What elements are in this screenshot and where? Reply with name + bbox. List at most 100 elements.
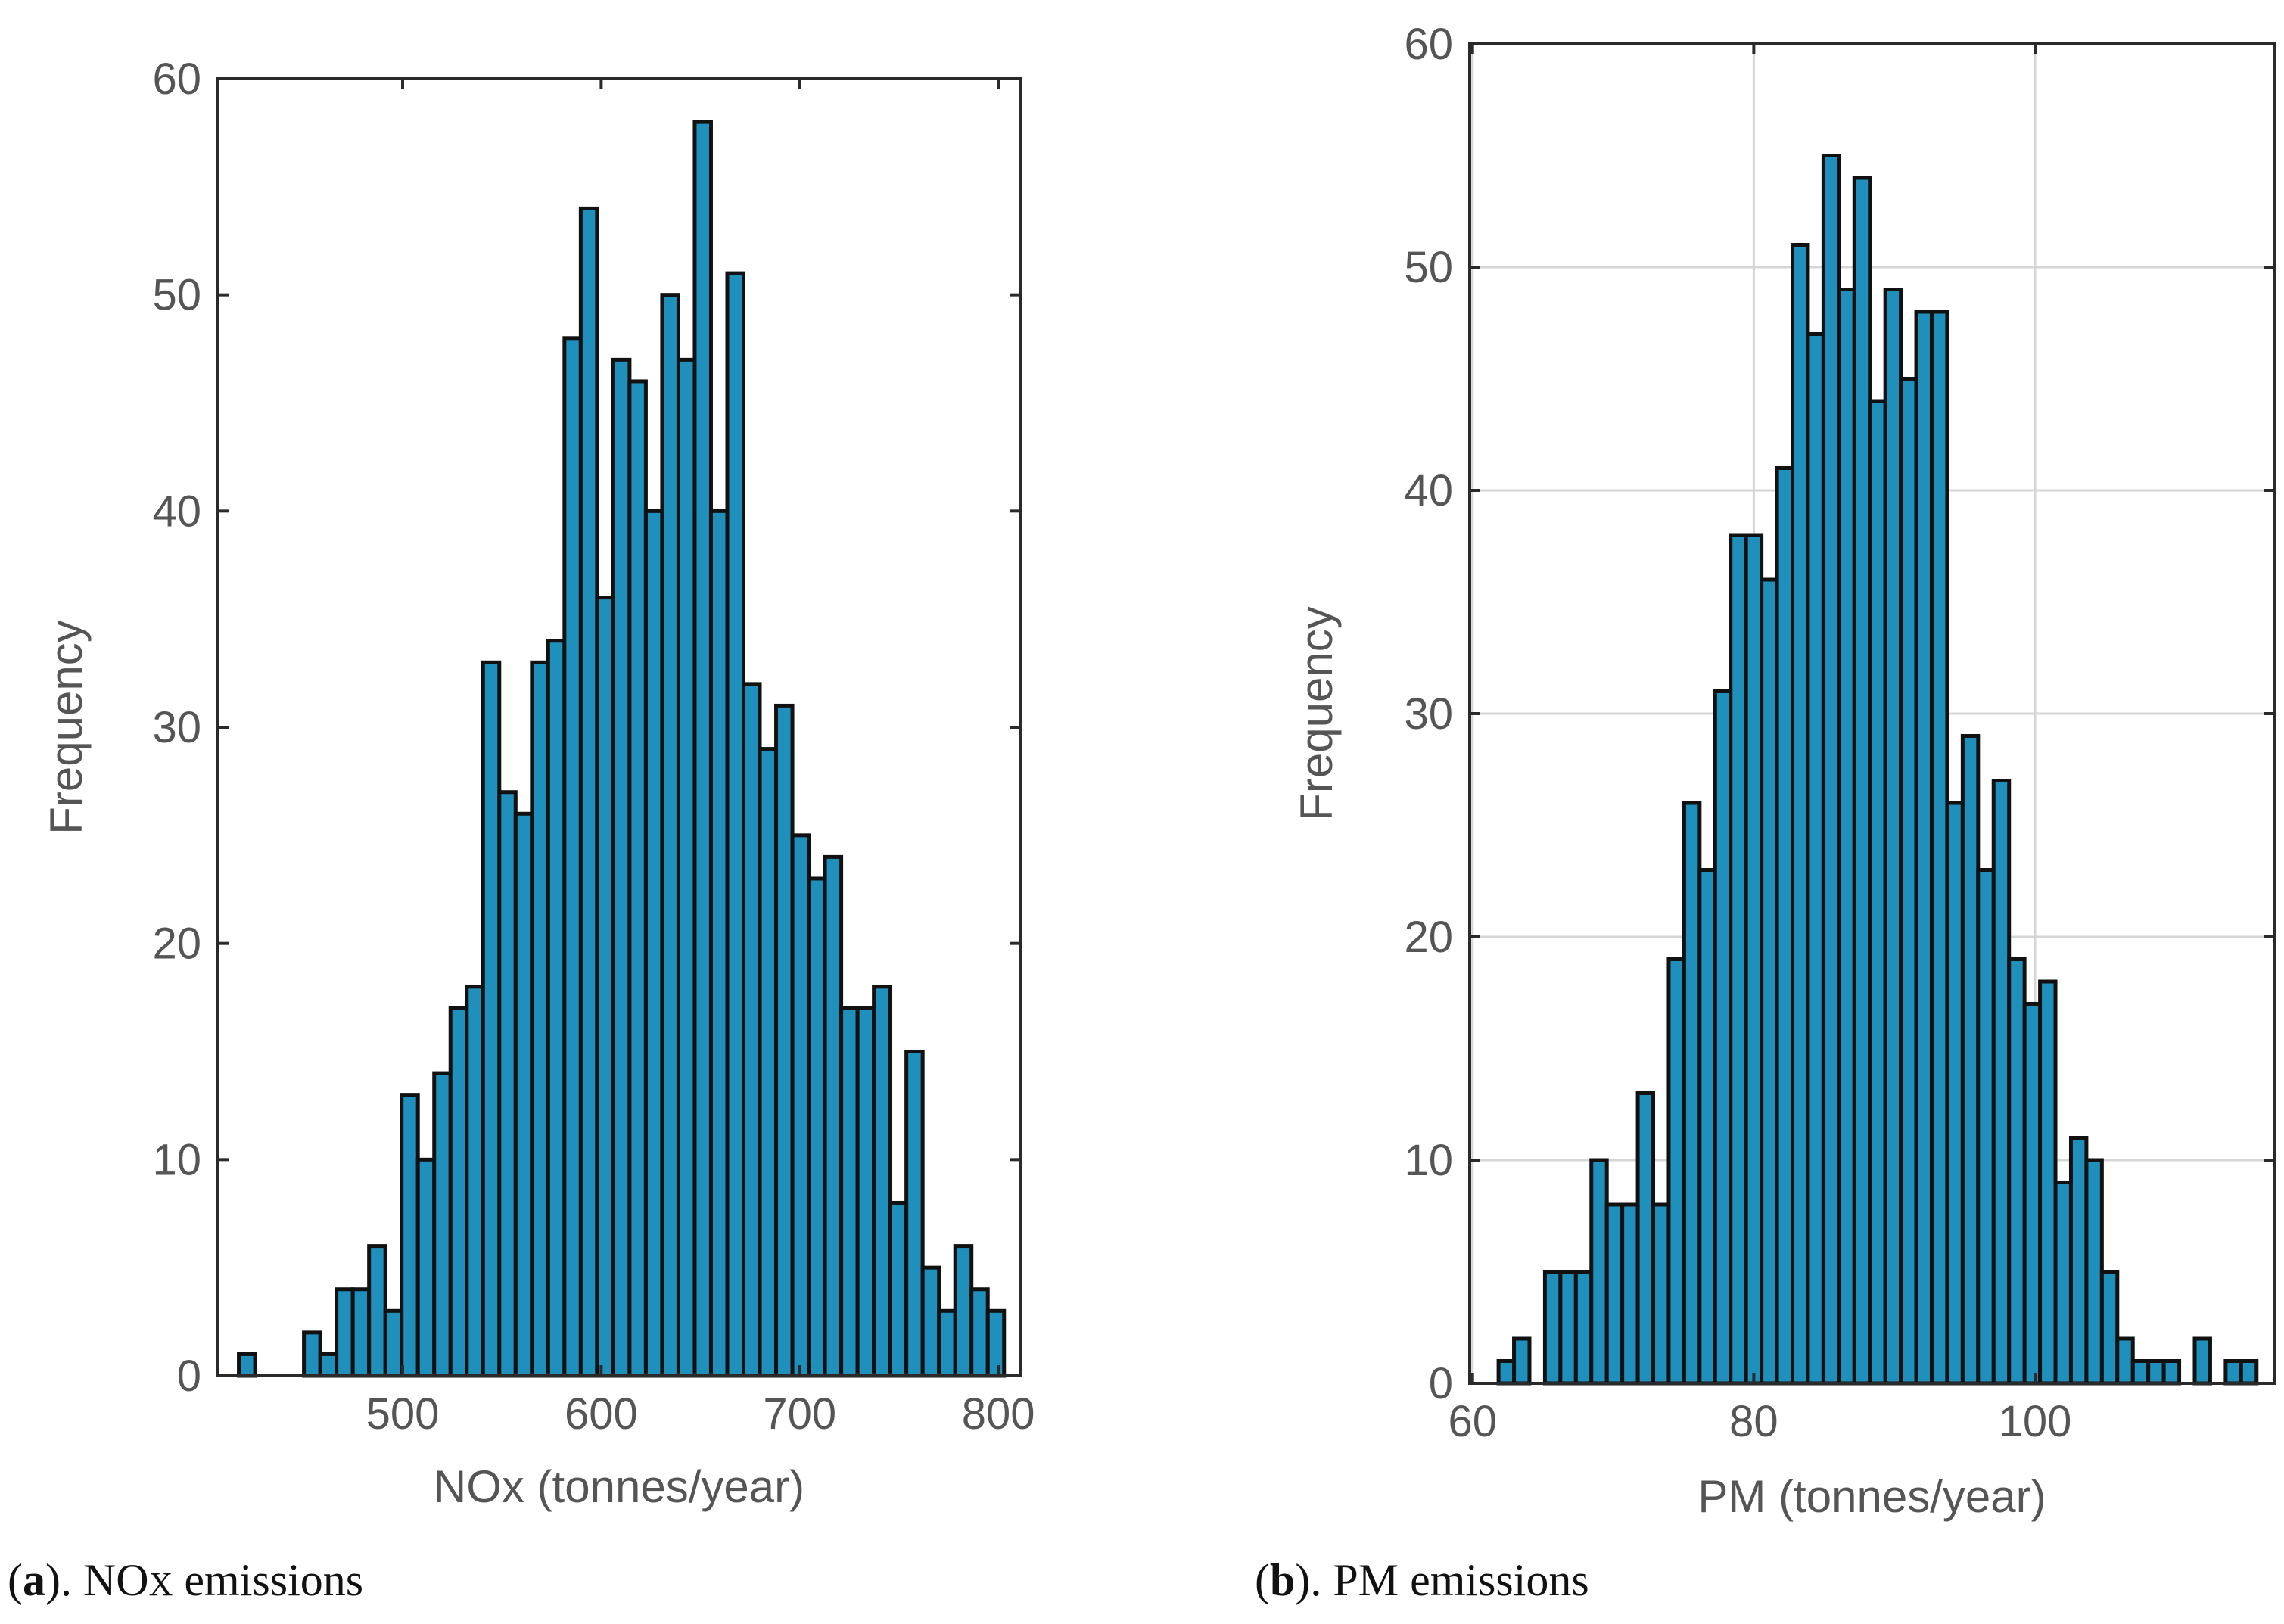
- y-tick-label: 30: [152, 703, 201, 752]
- x-tick-label: 60: [1448, 1397, 1497, 1446]
- histogram-bar-pm: [1697, 868, 1717, 1386]
- x-tick-label: 800: [962, 1389, 1035, 1439]
- histogram-bar-nox: [546, 639, 567, 1378]
- histogram-bar-pm: [1604, 1202, 1625, 1386]
- x-tick-labels-pm: 60 80 100: [1448, 1397, 2071, 1446]
- histogram-bar-nox: [530, 660, 550, 1378]
- y-tick-label: 60: [1404, 20, 1453, 69]
- bars-layer-nox: [237, 120, 1007, 1378]
- y-tick-label: 0: [1429, 1359, 1453, 1408]
- histogram-bar-nox: [904, 1050, 925, 1378]
- x-axis-title-nox: NOx (tonnes/year): [434, 1461, 804, 1512]
- histogram-bar-nox: [432, 1071, 453, 1378]
- histogram-bar-pm: [1883, 288, 1903, 1386]
- histogram-bar-pm: [2130, 1359, 2151, 1386]
- histogram-bar-pm: [1573, 1270, 1594, 1386]
- histogram-bar-nox: [823, 854, 844, 1378]
- histogram-bar-pm: [1821, 154, 1841, 1386]
- histogram-bar-nox: [937, 1308, 957, 1378]
- histogram-bar-pm: [1914, 310, 1934, 1386]
- histogram-bar-pm: [1589, 1158, 1609, 1386]
- y-tick-label: 40: [152, 487, 201, 536]
- y-tick-label: 20: [1404, 913, 1453, 962]
- histogram-bar-nox: [350, 1287, 372, 1378]
- histogram-bar-nox: [400, 1093, 420, 1378]
- histogram-bar-nox: [807, 876, 827, 1378]
- y-tick-label: 60: [152, 54, 201, 104]
- histogram-bar-nox: [725, 271, 746, 1378]
- histogram-bar-nox: [872, 985, 892, 1378]
- histogram-bar-pm: [1666, 957, 1686, 1386]
- caption-a: (a). NOX emissions: [8, 1555, 363, 1605]
- histogram-bar-nox: [758, 747, 779, 1378]
- histogram-bar-pm: [2161, 1359, 2182, 1386]
- y-tick-label: 10: [1404, 1136, 1453, 1185]
- histogram-bar-pm: [2022, 1002, 2043, 1386]
- histogram-bar-nox: [969, 1287, 990, 1378]
- y-axis-title-nox: Frequency: [41, 620, 92, 834]
- caption-label-a: a: [23, 1555, 45, 1605]
- histogram-bar-pm: [1651, 1202, 1671, 1386]
- histogram-bar-nox: [774, 703, 795, 1378]
- histogram-bar-nox: [790, 833, 811, 1378]
- caption-label-b: b: [1270, 1555, 1295, 1605]
- histogram-bar-pm: [1729, 533, 1748, 1386]
- histogram-bar-nox: [920, 1265, 941, 1378]
- histogram-bar-nox: [611, 357, 632, 1378]
- histogram-bar-nox: [237, 1352, 257, 1378]
- histogram-bar-nox: [335, 1287, 355, 1378]
- histogram-bar-pm: [1899, 377, 1918, 1386]
- histogram-bar-pm: [1868, 399, 1887, 1386]
- caption-sub-a: X: [149, 1566, 173, 1603]
- ticks-layer-pm: [1470, 42, 2274, 1385]
- y-axis-title-pm: Frequency: [1291, 606, 1342, 820]
- histogram-bar-pm: [1635, 1091, 1656, 1386]
- histogram-bar-pm: [1775, 466, 1795, 1386]
- histogram-bar-nox: [855, 1006, 876, 1378]
- histogram-bar-pm: [1760, 577, 1779, 1386]
- y-tick-label: 50: [1404, 243, 1453, 292]
- histogram-bar-pm: [1496, 1359, 1517, 1386]
- histogram-bar-nox: [578, 206, 599, 1378]
- histogram-bar-pm: [1929, 310, 1949, 1386]
- histogram-panel-pm: 60 80 100 0 10 20 30 40 50 60 PM (tonnes/year) F…: [1255, 20, 2276, 1605]
- histogram-bar-nox: [692, 120, 713, 1378]
- histogram-bar-pm: [1960, 734, 1981, 1386]
- y-tick-labels-nox: 0 10 20 30 40 50 60: [152, 54, 201, 1401]
- histogram-bar-pm: [2068, 1136, 2089, 1386]
- x-tick-labels-nox: 500 600 700 800: [366, 1389, 1035, 1439]
- histogram-bar-pm: [1713, 689, 1733, 1386]
- histogram-bar-pm: [1791, 243, 1810, 1386]
- x-tick-label: 600: [565, 1389, 638, 1439]
- y-tick-label: 10: [152, 1135, 201, 1184]
- histogram-bar-pm: [2223, 1359, 2243, 1386]
- y-tick-label: 40: [1404, 466, 1453, 515]
- histogram-bar-pm: [2239, 1359, 2259, 1386]
- histogram-bar-pm: [2007, 957, 2027, 1386]
- histogram-bar-pm: [1837, 288, 1856, 1386]
- histogram-bar-nox: [888, 1200, 909, 1378]
- caption-b: (b). PM emissions: [1255, 1555, 1589, 1605]
- histogram-bar-pm: [1806, 332, 1825, 1386]
- caption-text-a: NO: [83, 1555, 149, 1605]
- histogram-bar-pm: [1744, 533, 1764, 1386]
- histogram-bar-pm: [1542, 1270, 1563, 1386]
- y-tick-label: 30: [1404, 689, 1453, 739]
- x-tick-label: 500: [366, 1389, 440, 1439]
- x-axis-title-pm: PM (tonnes/year): [1697, 1471, 2046, 1522]
- histogram-bar-nox: [708, 509, 730, 1378]
- y-tick-labels-pm: 0 10 20 30 40 50 60: [1404, 20, 1453, 1408]
- histogram-bar-nox: [497, 790, 518, 1378]
- histogram-bar-nox: [481, 660, 502, 1378]
- histogram-bar-pm: [2146, 1359, 2166, 1386]
- histogram-bar-nox: [318, 1352, 339, 1378]
- histogram-bar-pm: [1976, 868, 1996, 1386]
- histogram-bar-pm: [1945, 801, 1965, 1386]
- x-tick-label: 80: [1729, 1397, 1778, 1446]
- histogram-bar-nox: [676, 357, 697, 1378]
- histogram-bar-nox: [839, 1006, 860, 1378]
- y-tick-label: 50: [152, 271, 201, 320]
- y-tick-label: 20: [152, 919, 201, 969]
- histogram-bar-pm: [2084, 1158, 2104, 1386]
